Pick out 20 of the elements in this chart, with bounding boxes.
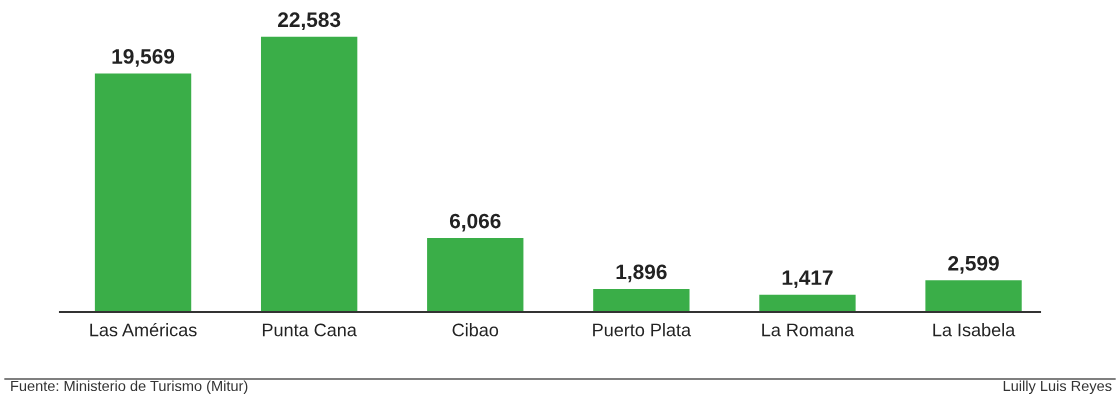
bar (260, 36, 358, 312)
data-label: 19,569 (112, 49, 175, 67)
bar (427, 238, 524, 312)
x-tick-label: La Romana (762, 323, 855, 337)
data-label: 22,583 (278, 12, 341, 31)
bar (759, 294, 856, 312)
bar (925, 280, 1022, 312)
x-tick-label: Puerto Plata (593, 323, 692, 337)
x-tick-label: Las Américas (90, 322, 197, 337)
data-label: 6,066 (449, 213, 501, 232)
x-tick-label: Cibao (452, 323, 499, 337)
data-label: 1,417 (782, 270, 833, 289)
x-tick-label: Punta Cana (262, 323, 357, 337)
data-label: 1,896 (616, 264, 667, 283)
bar (593, 288, 690, 312)
bar (94, 73, 192, 312)
source-note: Fuente: Ministerio de Turismo (Mitur) (11, 380, 248, 394)
data-label: 2,599 (948, 255, 999, 274)
text: Luilly Luis Reyes (1003, 380, 1112, 394)
x-tick-label: La Isabela (933, 323, 1016, 337)
